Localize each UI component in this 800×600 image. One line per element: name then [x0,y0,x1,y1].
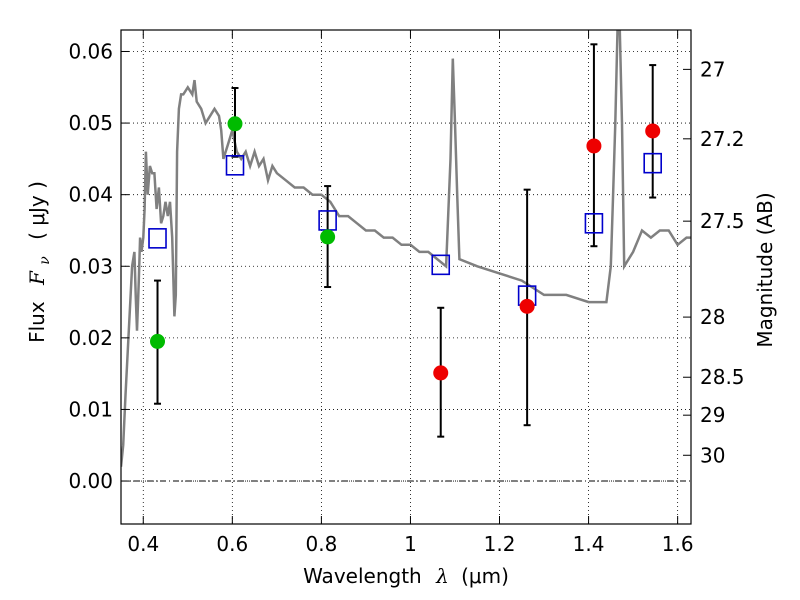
plot-content [121,30,691,467]
y-axis-label-text: Flux [25,301,49,343]
observed-point-optical [227,116,243,132]
right-tick-label: 28.5 [700,365,745,389]
right-tick-label: 30 [700,443,725,467]
y-tick-label: 0.02 [68,326,113,350]
observed-point-infrared [519,298,535,314]
observed-points [150,116,661,381]
x-tick-label: 0.8 [305,532,337,556]
right-tick-labels: 27 27.2 27.5 28 28.5 29 30 [700,57,745,467]
y-tick-label: 0.05 [68,111,113,135]
y-axis-label-sub: ν [37,256,53,265]
model-point-square [431,254,451,276]
observed-point-infrared [645,123,661,139]
right-tick-label: 29 [700,403,725,427]
x-tick-label: 1 [404,532,417,556]
observed-point-infrared [433,365,449,381]
right-tick-label: 27 [700,57,725,81]
x-tick-label: 0.6 [216,532,248,556]
observed-point-optical [320,229,336,245]
y-tick-labels: 0.00 0.01 0.02 0.03 0.04 0.05 0.06 [68,39,113,493]
x-axis-label-symbol: λ [435,564,449,588]
model-point-square [148,228,167,249]
right-axis-label: Magnitude (AB) [753,192,777,347]
observed-point-optical [150,333,166,349]
y-tick-label: 0.01 [68,397,113,421]
plot-frame [120,29,692,525]
error-bars [154,43,657,438]
model-point-square [584,213,604,234]
right-tick-label: 27.2 [700,127,745,151]
x-tick-label: 1.4 [573,532,605,556]
y-tick-label: 0.03 [68,254,113,278]
right-tick-label: 28 [700,305,725,329]
right-tick-label: 27.5 [700,209,745,233]
grid-lines [121,30,691,524]
y-tick-label: 0.06 [68,39,113,63]
y-tick-label: 0.04 [68,183,113,207]
axis-ticks [121,30,691,524]
y-axis-label-unit: ( μJy ) [25,181,49,240]
x-tick-label: 1.2 [484,532,516,556]
x-tick-label: 0.4 [127,532,159,556]
model-point-square [643,152,663,174]
model-spectrum-line [121,30,691,467]
y-axis-label-symbol: F [25,270,49,286]
model-points [148,152,663,306]
x-tick-label: 1.6 [662,532,694,556]
x-axis-label-unit: (μm) [461,564,509,588]
observed-point-infrared [586,138,602,154]
model-point-square [225,155,245,176]
x-axis-label-text: Wavelength [303,564,422,588]
x-axis-label: Wavelength λ (μm) [303,564,509,588]
y-tick-label: 0.00 [68,469,113,493]
y-axis-label: Flux F ν ( μJy ) [25,181,54,343]
x-tick-labels: 0.4 0.6 0.8 1 1.2 1.4 1.6 [127,532,693,556]
